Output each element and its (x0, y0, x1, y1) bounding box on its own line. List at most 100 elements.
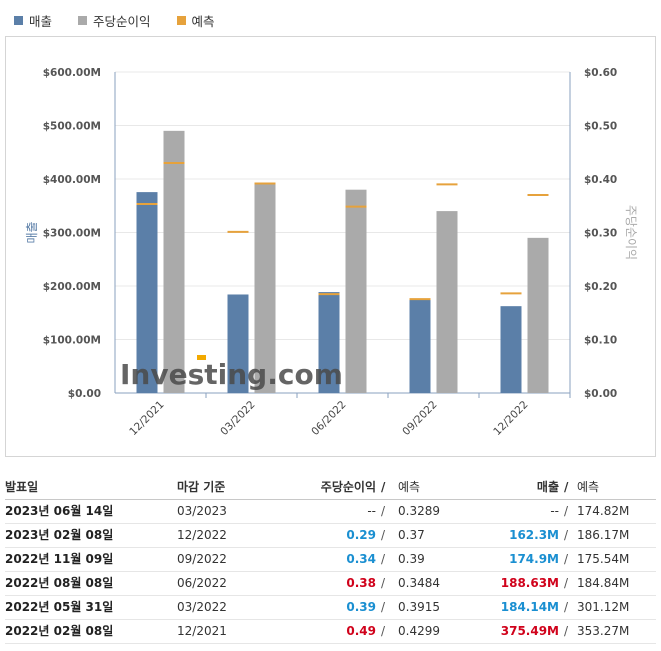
revenue-bar (318, 292, 340, 393)
legend-swatch-eps (78, 16, 88, 25)
x-tick-label: 06/2022 (309, 399, 348, 438)
y-left-tick-label: $500.00M (43, 121, 101, 133)
row-revenue: 184.14M (500, 600, 559, 614)
watermark-logo: Investing.com (120, 358, 343, 391)
row-eps: 0.39 (346, 600, 376, 614)
header-slash: / (381, 480, 386, 494)
y-left-tick-label: $300.00M (43, 228, 101, 240)
row-period: 12/2021 (177, 624, 227, 638)
y-left-axis-title: 매출 (25, 221, 39, 243)
legend-label-forecast: 예측 (191, 14, 215, 29)
row-date: 2022년 08월 08일 (5, 576, 114, 590)
row-slash: / (564, 600, 569, 614)
legend-swatch-revenue (14, 16, 23, 25)
revenue-bar (136, 192, 158, 393)
row-eps-forecast: 0.3484 (398, 576, 440, 590)
y-right-tick-label: $0.60 (584, 67, 617, 79)
legend-item-eps[interactable]: 주당순이익 (78, 11, 151, 30)
eps-bar (163, 130, 185, 393)
row-revenue-forecast: 184.84M (577, 576, 630, 590)
row-period: 12/2022 (177, 528, 227, 542)
header-eps[interactable]: 주당순이익 (320, 480, 376, 494)
earnings-chart: $0.00 $0.00 $100.00M $0.10 $200.00M $0.20 $300… (25, 67, 638, 438)
eps-bar (345, 189, 367, 393)
row-eps-forecast: 0.3289 (398, 504, 440, 518)
eps-bar (254, 184, 276, 393)
row-revenue-forecast: 353.27M (577, 624, 630, 638)
row-revenue: -- (550, 504, 559, 518)
table-header: 발표일 마감 기준 주당순이익 / 예측 매출 / 예측 (5, 476, 656, 500)
row-eps: 0.38 (346, 576, 376, 590)
legend-item-forecast[interactable]: 예측 (176, 11, 215, 30)
row-slash: / (381, 504, 386, 518)
row-period: 09/2022 (177, 552, 227, 566)
row-revenue-forecast: 174.82M (577, 504, 630, 518)
eps-bar (436, 211, 458, 393)
chart-panel: $0.00 $0.00 $100.00M $0.10 $200.00M $0.20 $300… (5, 36, 656, 457)
row-eps: -- (367, 504, 376, 518)
row-revenue: 174.9M (509, 552, 559, 566)
y-left-tick-label: $0.00 (68, 388, 101, 400)
revenue-bar (227, 294, 249, 393)
row-eps-forecast: 0.39 (398, 552, 425, 566)
row-eps-forecast: 0.4299 (398, 624, 440, 638)
row-slash: / (381, 624, 386, 638)
row-period: 03/2022 (177, 600, 227, 614)
table-row: 2023년 06월 14일 03/2023 -- / 0.3289 -- / 174.82M (5, 500, 656, 524)
row-slash: / (564, 504, 569, 518)
row-slash: / (381, 528, 386, 542)
y-right-axis-title: 주당순이익 (624, 205, 638, 260)
legend-swatch-forecast (176, 16, 186, 25)
eps-bar (527, 237, 549, 393)
x-tick-label: 03/2022 (218, 399, 257, 438)
table-row: 2023년 02월 08일 12/2022 0.29 / 0.37 162.3M / 186.… (5, 524, 656, 548)
table-row: 2022년 05월 31일 03/2022 0.39 / 0.3915 184.14M / 3… (5, 596, 656, 620)
row-slash: / (381, 552, 386, 566)
header-eps-forecast[interactable]: 예측 (398, 480, 421, 494)
y-right-tick-label: $0.50 (584, 121, 617, 133)
y-right-tick-label: $0.20 (584, 281, 617, 293)
row-revenue-forecast: 175.54M (577, 552, 630, 566)
x-tick-label: 09/2022 (400, 399, 439, 438)
row-slash: / (564, 624, 569, 638)
y-right-tick-label: $0.10 (584, 335, 617, 347)
y-left-tick-label: $200.00M (43, 281, 101, 293)
row-period: 03/2023 (177, 504, 227, 518)
row-slash: / (381, 600, 386, 614)
y-left-tick-label: $400.00M (43, 174, 101, 186)
row-date: 2022년 02월 08일 (5, 624, 114, 638)
row-revenue-forecast: 186.17M (577, 528, 630, 542)
table-row: 2022년 08월 08일 06/2022 0.38 / 0.3484 188.63M / 1… (5, 572, 656, 596)
chart-legend: 매출 주당순이익 예측 (14, 11, 215, 30)
row-slash: / (564, 576, 569, 590)
earnings-table: 발표일 마감 기준 주당순이익 / 예측 매출 / 예측 2023년 06월 1… (5, 476, 656, 644)
header-slash: / (564, 480, 569, 494)
row-period: 06/2022 (177, 576, 227, 590)
row-eps-forecast: 0.3915 (398, 600, 440, 614)
legend-label-revenue: 매출 (29, 14, 53, 29)
watermark-accent (197, 355, 206, 360)
row-eps: 0.49 (346, 624, 376, 638)
header-revenue-forecast[interactable]: 예측 (577, 480, 600, 494)
table-body: 2023년 06월 14일 03/2023 --/0.3289 --/174.82M 2… (5, 500, 656, 644)
row-date: 2023년 06월 14일 (5, 504, 114, 518)
y-left-tick-label: $100.00M (43, 335, 101, 347)
y-left-tick-label: $600.00M (43, 67, 101, 79)
revenue-bar (409, 299, 431, 393)
header-revenue[interactable]: 매출 (536, 480, 559, 494)
row-revenue: 375.49M (500, 624, 559, 638)
row-date: 2022년 05월 31일 (5, 600, 114, 614)
x-tick-label: 12/2021 (127, 399, 166, 438)
legend-label-eps: 주당순이익 (93, 14, 151, 29)
revenue-bar (500, 306, 522, 393)
row-eps-forecast: 0.37 (398, 528, 425, 542)
header-date[interactable]: 발표일 (5, 480, 39, 494)
legend-item-revenue[interactable]: 매출 (14, 11, 52, 30)
table-row: 2022년 02월 08일 12/2021 0.49 / 0.4299 375.49M / 3… (5, 620, 656, 644)
y-right-tick-label: $0.40 (584, 174, 617, 186)
row-revenue: 188.63M (500, 576, 559, 590)
row-revenue: 162.3M (509, 528, 559, 542)
table-row: 2022년 11월 09일 09/2022 0.34 / 0.39 174.9M / 175.… (5, 548, 656, 572)
header-period[interactable]: 마감 기준 (177, 480, 226, 494)
row-date: 2023년 02월 08일 (5, 528, 114, 542)
